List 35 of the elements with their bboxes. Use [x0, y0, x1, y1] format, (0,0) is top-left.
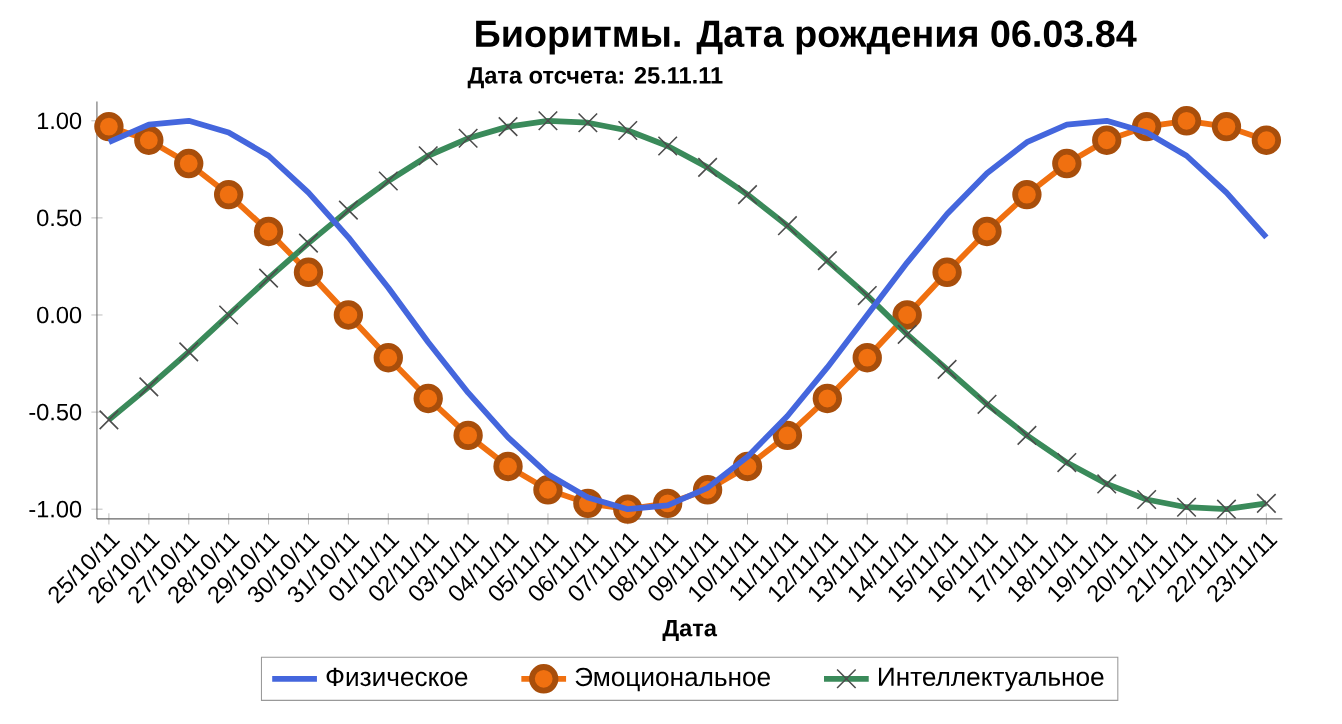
point — [852, 343, 882, 373]
point — [1251, 125, 1282, 155]
point — [333, 300, 364, 330]
point — [972, 216, 1002, 247]
chart-title: Биоритмы. Дата рождения 06.03.84 — [476, 20, 1137, 55]
y-tick-label: -0.50 — [29, 403, 82, 421]
point — [293, 257, 324, 287]
point — [94, 112, 124, 142]
point — [1211, 112, 1242, 142]
point — [812, 383, 843, 414]
chart-subtitle: Дата отсчета: 25.11.11 — [467, 67, 723, 89]
legend-label: Интеллектуальное — [878, 667, 1104, 692]
point — [493, 451, 523, 482]
point — [932, 257, 962, 287]
y-tick-label: 1.00 — [37, 112, 82, 130]
point — [892, 300, 922, 330]
point — [533, 475, 563, 505]
point — [174, 148, 204, 179]
point — [1171, 106, 1202, 136]
y-tick-label: -1.00 — [29, 500, 82, 518]
point — [413, 383, 443, 414]
legend-label: Эмоциональное — [575, 667, 770, 692]
point — [1052, 148, 1082, 179]
point — [1012, 179, 1042, 210]
point — [373, 343, 403, 373]
point — [253, 216, 284, 247]
point — [1092, 125, 1122, 155]
legend-label: Физическое — [326, 667, 468, 687]
point — [134, 125, 164, 155]
point — [772, 420, 803, 451]
point — [453, 420, 483, 451]
point — [213, 179, 244, 210]
y-tick-label: 0.50 — [37, 209, 82, 227]
x-axis-title: Дата — [662, 620, 718, 641]
y-tick-label: 0.00 — [37, 306, 82, 324]
